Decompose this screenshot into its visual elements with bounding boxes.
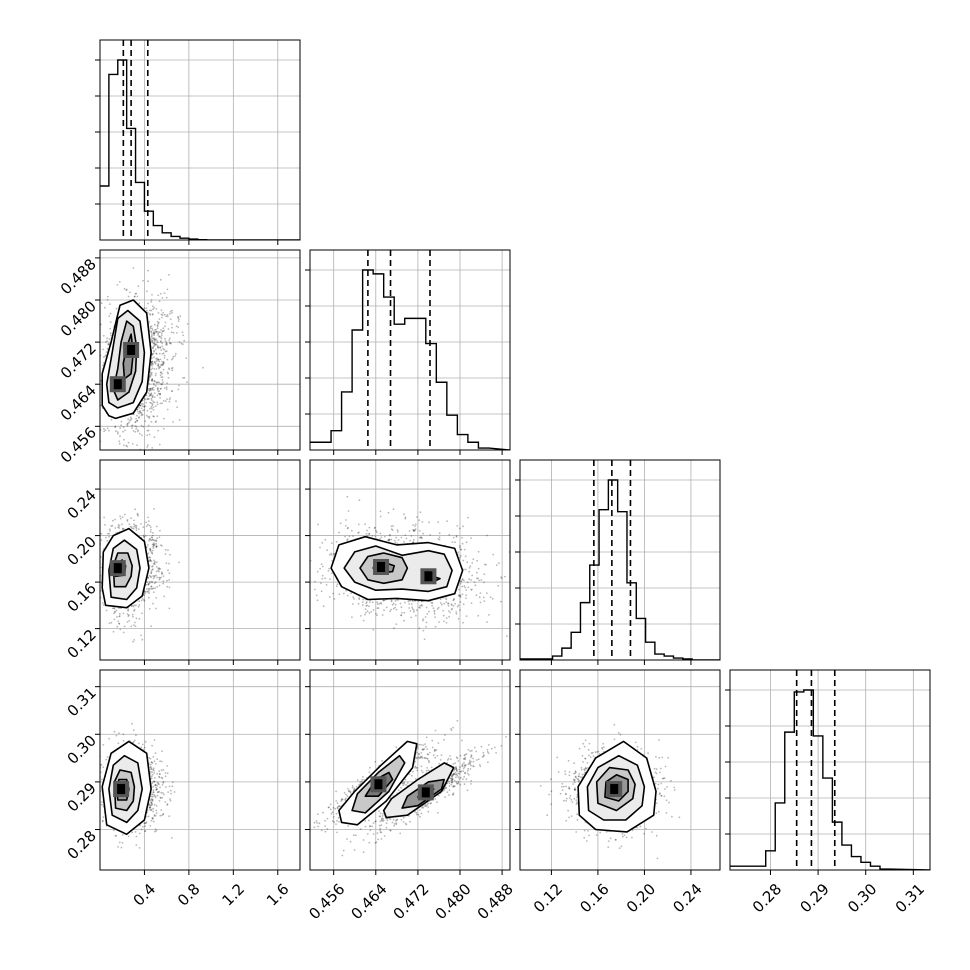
panel-content (100, 40, 300, 240)
x-tick-label: 0.16 (576, 880, 612, 916)
y-tick-label: 0.31 (64, 684, 100, 720)
panel-1-1 (305, 249, 511, 455)
panel-content (310, 250, 510, 450)
y-tick-label: 0.28 (64, 827, 100, 863)
density-peak (113, 563, 122, 574)
panel-content (100, 670, 300, 870)
x-tick-label: 0.20 (623, 880, 659, 916)
panel-3-0: 0.4 0.8 1.2 1.6 0.28 0.29 0.30 0.31 (64, 669, 301, 910)
density-peak (127, 345, 136, 355)
panel-frame (99, 459, 301, 661)
x-tick-label: 0.472 (390, 880, 433, 923)
y-tick-label: 0.16 (64, 579, 100, 615)
y-tick-label: 0.12 (64, 626, 100, 662)
panel-3-2: 0.12 0.16 0.20 0.24 (515, 669, 721, 916)
panel-2-0: 0.12 0.16 0.20 0.24 (64, 459, 301, 665)
histogram-0 (100, 59, 300, 240)
panel-frame (729, 669, 931, 871)
panel-content (520, 670, 720, 870)
panel-content (310, 460, 510, 660)
y-tick-label: 0.464 (57, 381, 100, 424)
panel-frame (309, 459, 511, 661)
x-tick-label: 1.2 (218, 880, 248, 910)
density-peak (374, 779, 383, 790)
x-tick-label: 0.28 (749, 880, 785, 916)
histogram-3 (730, 689, 930, 870)
density-peak (610, 784, 619, 795)
panel-frame (99, 669, 301, 871)
y-tick-label: 0.20 (64, 533, 100, 569)
x-tick-label: 0.29 (796, 880, 832, 916)
y-tick-label: 0.488 (57, 255, 100, 298)
panel-frame (309, 669, 511, 871)
density-peak (377, 561, 386, 572)
panel-frame (519, 459, 721, 661)
density-peak (424, 571, 433, 582)
x-tick-label: 0.31 (892, 880, 928, 916)
panel-2-1 (305, 459, 511, 665)
y-tick-label: 0.30 (64, 731, 100, 767)
panel-frame (99, 39, 301, 241)
panel-content (100, 460, 300, 660)
panel-content (310, 670, 510, 870)
y-tick-label: 0.472 (57, 339, 100, 382)
panel-content (730, 670, 930, 870)
histogram-1 (310, 269, 510, 450)
x-tick-label: 0.464 (347, 880, 390, 923)
density-peak (117, 784, 126, 795)
y-tick-label: 0.480 (57, 297, 100, 340)
y-tick-label: 0.29 (64, 779, 100, 815)
x-tick-label: 0.24 (669, 880, 705, 916)
x-tick-label: 0.8 (174, 880, 204, 910)
x-tick-label: 1.6 (263, 880, 293, 910)
y-tick-label: 0.456 (57, 423, 100, 466)
panel-frame (519, 669, 721, 871)
x-tick-label: 0.480 (432, 880, 475, 923)
panel-3-1: 0.456 0.464 0.472 0.480 0.488 (305, 669, 517, 923)
density-peak (113, 379, 122, 390)
panel-frame (99, 249, 301, 451)
x-tick-label: 0.4 (130, 880, 160, 910)
x-tick-label: 0.30 (844, 880, 880, 916)
x-tick-label: 0.12 (530, 880, 566, 916)
panel-content (100, 250, 300, 450)
x-tick-label: 0.456 (305, 880, 348, 923)
panel-frame (309, 249, 511, 451)
panel-content (520, 460, 720, 660)
x-tick-label: 0.488 (474, 880, 517, 923)
density-peak (421, 787, 430, 798)
panel-2-2 (515, 459, 721, 665)
panel-0-0 (95, 39, 301, 245)
histogram-2 (520, 479, 720, 660)
y-tick-label: 0.24 (64, 486, 100, 522)
panel-3-3: 0.28 0.29 0.30 0.31 (725, 669, 931, 916)
